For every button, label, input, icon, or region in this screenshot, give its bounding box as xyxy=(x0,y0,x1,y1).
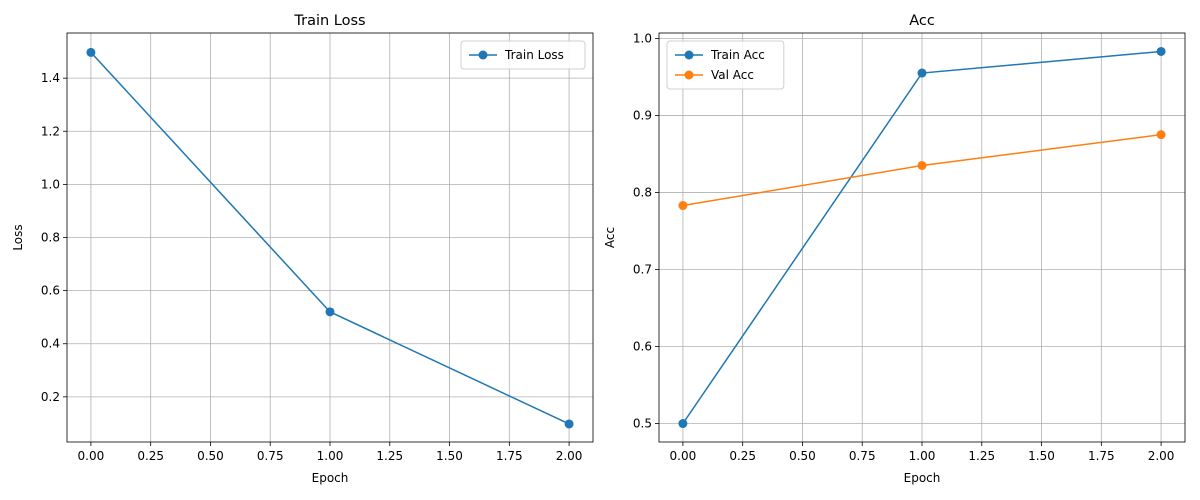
y-tick-label: 0.6 xyxy=(633,339,652,353)
legend-label: Val Acc xyxy=(711,68,754,82)
data-point xyxy=(678,201,688,211)
chart-title: Acc xyxy=(909,13,935,29)
y-tick-label: 1.0 xyxy=(633,31,652,45)
series-val-acc xyxy=(678,130,1166,211)
x-tick-label: 0.50 xyxy=(789,449,816,463)
y-tick-label: 0.2 xyxy=(41,390,60,404)
plot-frame xyxy=(66,32,594,443)
x-tick-label: 1.75 xyxy=(496,449,523,463)
data-point xyxy=(564,419,574,429)
legend-marker xyxy=(684,50,694,60)
x-tick-label: 0.00 xyxy=(670,449,697,463)
grid xyxy=(659,33,1185,442)
y-axis-title: Acc xyxy=(603,227,617,248)
x-tick-label: 2.00 xyxy=(1148,449,1175,463)
y-tick-label: 1.2 xyxy=(41,124,60,138)
data-point xyxy=(1156,130,1166,140)
data-point xyxy=(1156,46,1166,56)
data-point xyxy=(325,307,335,317)
x-axis: 0.00 0.25 0.50 0.75 1.00 1.25 1.50 1.75 2.00 xyxy=(670,442,1175,463)
x-tick-label: 1.50 xyxy=(1028,449,1055,463)
data-point xyxy=(917,160,927,170)
y-tick-label: 0.7 xyxy=(633,262,652,276)
y-tick-label: 0.8 xyxy=(41,231,60,245)
chart-title: Train Loss xyxy=(293,13,365,29)
legend-label: Train Acc xyxy=(710,48,765,62)
x-tick-label: 0.50 xyxy=(197,449,224,463)
x-axis-title: Epoch xyxy=(904,471,941,485)
x-tick-label: 1.25 xyxy=(376,449,403,463)
data-point xyxy=(86,47,96,57)
x-tick-label: 0.75 xyxy=(257,449,284,463)
legend-marker xyxy=(478,50,488,60)
legend-item: Train Acc xyxy=(675,48,765,62)
x-tick-label: 1.00 xyxy=(317,449,344,463)
y-tick-label: 0.4 xyxy=(41,337,60,351)
plot-frame xyxy=(658,32,1186,443)
x-tick-label: 1.25 xyxy=(968,449,995,463)
legend-item: Val Acc xyxy=(675,68,754,82)
grid xyxy=(67,33,593,442)
legend-label: Train Loss xyxy=(504,48,564,62)
y-tick-label: 0.5 xyxy=(633,417,652,431)
x-tick-label: 0.25 xyxy=(729,449,756,463)
y-axis: 0.5 0.6 0.7 0.8 0.9 1.0 xyxy=(633,31,659,431)
y-tick-label: 0.6 xyxy=(41,284,60,298)
legend: Train Loss xyxy=(460,40,586,70)
x-tick-label: 0.00 xyxy=(78,449,105,463)
data-point xyxy=(678,419,688,429)
x-axis: 0.00 0.25 0.50 0.75 1.00 1.25 1.50 1.75 2.00 xyxy=(78,442,583,463)
x-axis-title: Epoch xyxy=(312,471,349,485)
x-tick-label: 0.25 xyxy=(137,449,164,463)
x-tick-label: 1.00 xyxy=(909,449,936,463)
legend-marker xyxy=(684,70,694,80)
series-train-loss xyxy=(86,47,574,429)
legend: Train Acc Val Acc xyxy=(666,40,785,90)
legend-box xyxy=(666,40,785,90)
legend-item: Train Loss xyxy=(469,48,564,62)
y-tick-label: 1.4 xyxy=(41,71,60,85)
y-tick-label: 0.8 xyxy=(633,185,652,199)
series-train-acc xyxy=(678,46,1166,429)
x-tick-label: 1.50 xyxy=(436,449,463,463)
legend-box xyxy=(460,40,586,70)
data-point xyxy=(917,68,927,78)
x-tick-label: 0.75 xyxy=(849,449,876,463)
y-tick-label: 1.0 xyxy=(41,177,60,191)
y-axis-title: Loss xyxy=(11,224,25,250)
x-tick-label: 2.00 xyxy=(556,449,583,463)
y-tick-label: 0.9 xyxy=(633,108,652,122)
chart-1: 0.00 0.25 0.50 0.75 1.00 1.25 1.50 1.75 2.000.20… xyxy=(11,13,594,485)
chart-2: 0.00 0.25 0.50 0.75 1.00 1.25 1.50 1.75 2.000.50… xyxy=(603,13,1186,485)
y-axis: 0.2 0.4 0.6 0.8 1.0 1.2 1.4 xyxy=(41,71,67,404)
x-tick-label: 1.75 xyxy=(1088,449,1115,463)
